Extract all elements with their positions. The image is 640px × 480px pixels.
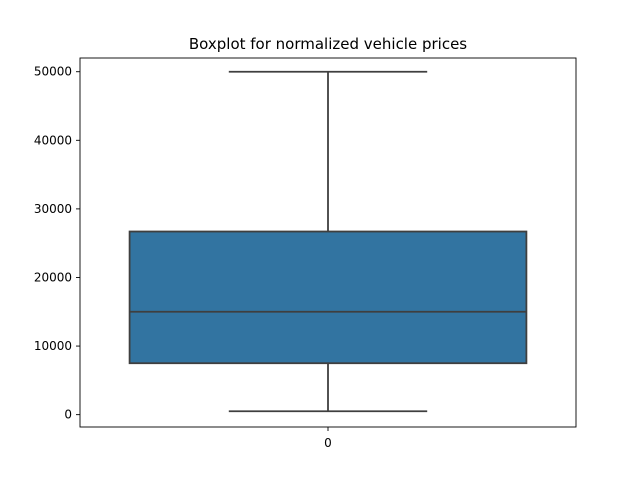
chart-marks: [128, 70, 528, 413]
y-tick-label: 40000: [34, 133, 72, 147]
y-tick-label: 30000: [34, 202, 72, 216]
x-axis: 0: [324, 427, 332, 450]
y-tick-label: 10000: [34, 339, 72, 353]
chart-title: Boxplot for normalized vehicle prices: [189, 35, 467, 53]
y-tick-label: 20000: [34, 270, 72, 284]
iqr-box: [128, 230, 528, 365]
plot-area-frame: [79, 57, 577, 428]
box-group: [128, 70, 528, 413]
y-tick-label: 50000: [34, 65, 72, 79]
x-tick-label: 0: [324, 436, 332, 450]
y-tick-label: 0: [64, 408, 72, 422]
y-axis: 0 10000 20000 30000 40000 50000: [34, 65, 80, 422]
